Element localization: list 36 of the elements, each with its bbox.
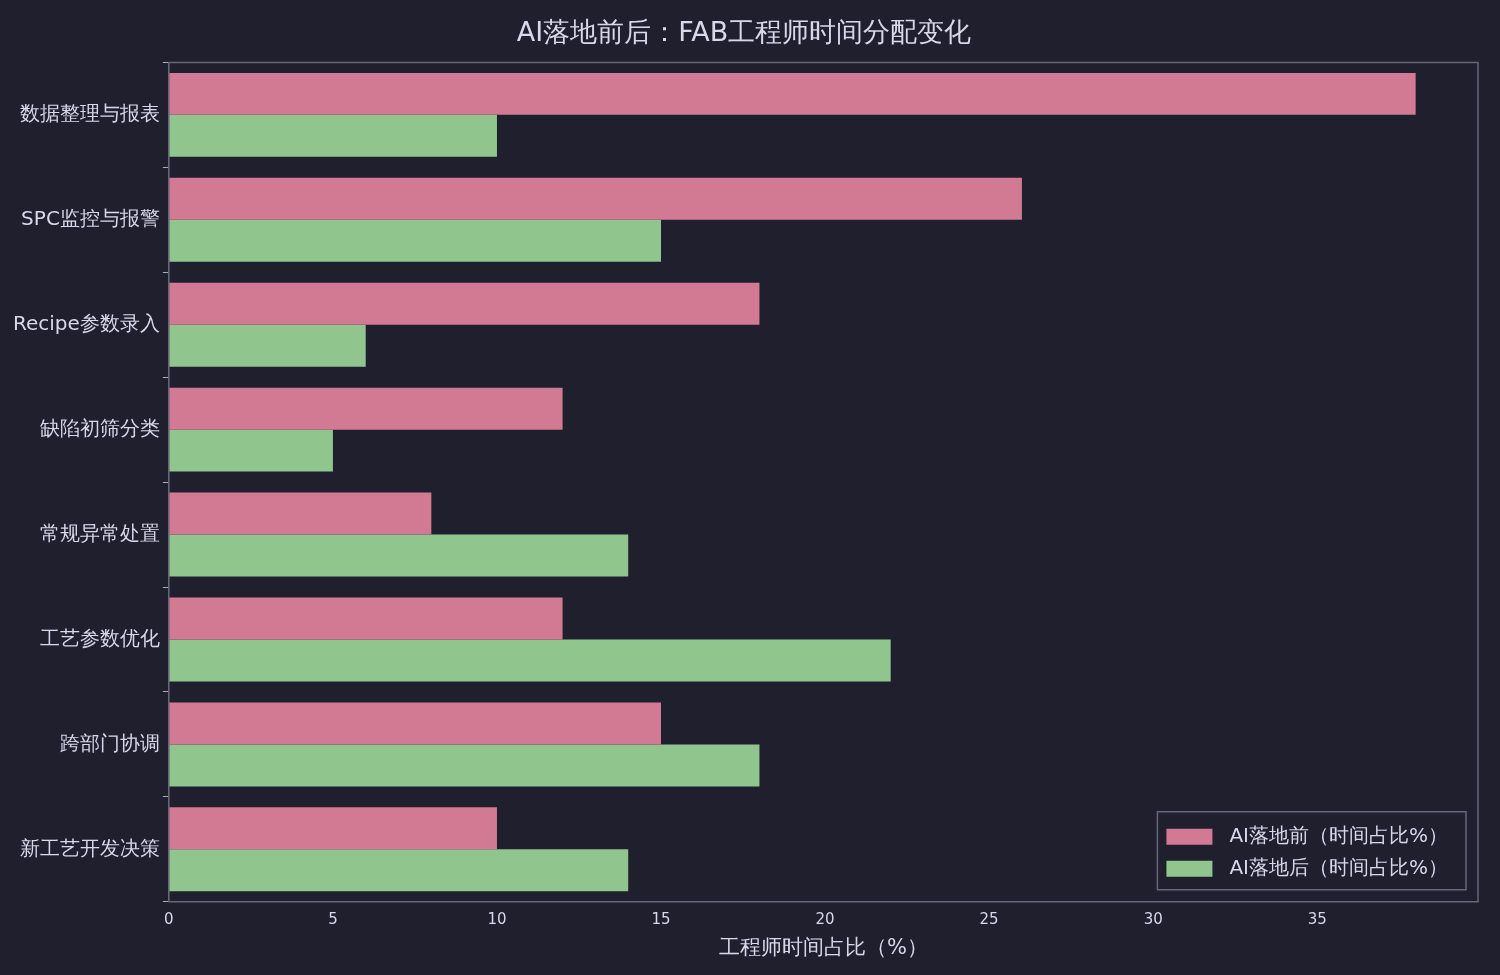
y-tick-label: 工艺参数优化 (39, 625, 160, 650)
x-tick-label: 15 (651, 909, 671, 928)
x-tick-label: 35 (1307, 909, 1327, 928)
bar (168, 387, 563, 430)
y-tick-label: Recipe参数录入 (13, 310, 160, 335)
bar (168, 282, 760, 325)
bar (168, 429, 333, 472)
bar (168, 639, 891, 682)
legend-label: AI落地后（时间占比%） (1229, 855, 1449, 879)
legend-label: AI落地前（时间占比%） (1229, 823, 1449, 847)
y-tick-label: 跨部门协调 (59, 730, 160, 755)
bar (168, 492, 432, 535)
x-tick-label: 5 (328, 909, 338, 928)
bar (168, 114, 497, 157)
bar (168, 849, 629, 892)
y-tick-label: SPC监控与报警 (21, 205, 160, 230)
bar (168, 534, 629, 577)
bar (168, 219, 662, 262)
bar (168, 72, 1416, 115)
y-tick-label: 新工艺开发决策 (19, 835, 160, 860)
bar (168, 807, 497, 850)
y-tick-label: 数据整理与报表 (19, 101, 160, 126)
x-tick-label: 10 (487, 909, 507, 928)
x-tick-label: 30 (1143, 909, 1163, 928)
bar (168, 177, 1022, 220)
x-tick-label: 25 (979, 909, 999, 928)
bar (168, 324, 366, 367)
bar (168, 702, 662, 745)
chart-title: AI落地前后：FAB工程师时间分配变化 (516, 16, 972, 48)
x-tick-label: 0 (164, 909, 174, 928)
x-tick-label: 20 (815, 909, 835, 928)
x-axis-title: 工程师时间占比（%） (718, 934, 928, 959)
y-tick-label: 缺陷初筛分类 (39, 415, 160, 440)
bar (168, 744, 760, 787)
y-tick-label: 常规异常处置 (39, 520, 160, 545)
bar (168, 597, 563, 640)
